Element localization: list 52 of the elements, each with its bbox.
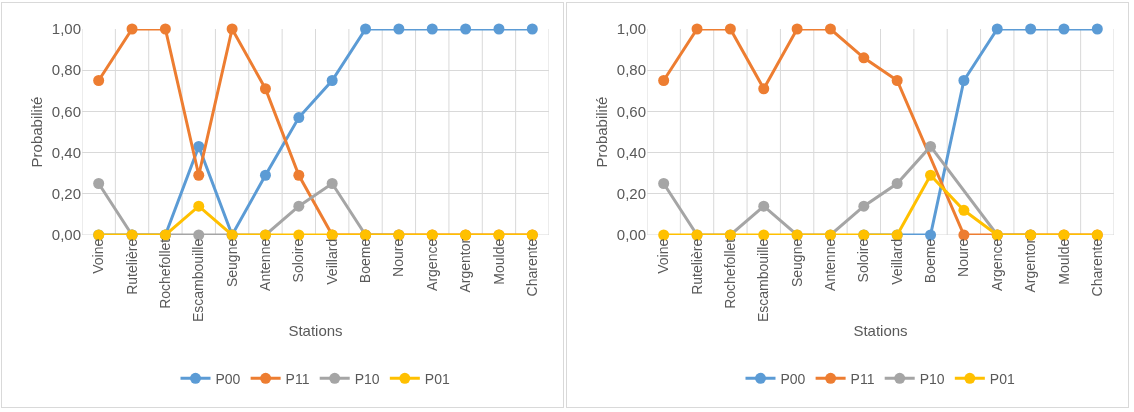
y-tick-label: 0,20 [51, 185, 81, 203]
y-axis-title: Probabilité [28, 96, 45, 168]
x-tick-label: Voine [90, 238, 107, 274]
x-tick-label: Noure [955, 238, 972, 277]
x-tick-label: Charente [1088, 238, 1105, 297]
x-tick-label: Veillard [888, 238, 905, 285]
y-axis-title: Probabilité [593, 96, 610, 168]
legend-label: P10 [354, 370, 380, 387]
y-tick-label: 0,40 [616, 143, 646, 161]
legend-label: P11 [285, 370, 310, 387]
x-tick-label: Voine [655, 238, 672, 274]
x-axis-title: Stations [288, 322, 343, 340]
x-tick-label: Argentor [457, 238, 474, 293]
x-tick-label: Rochefollet [721, 238, 738, 309]
y-tick-label: 0,60 [616, 102, 646, 120]
x-tick-label: Veillard [323, 238, 340, 285]
y-tick-label: 0,60 [51, 102, 81, 120]
x-tick-label: Soloire [855, 238, 872, 283]
x-tick-label: Moulde [490, 238, 507, 285]
y-tick-label: 0,80 [51, 61, 81, 79]
x-tick-label: Argence [423, 238, 440, 291]
x-tick-label: Antenne [257, 238, 274, 291]
x-tick-label: Charente [523, 238, 540, 297]
x-axis-title: Stations [853, 322, 908, 340]
y-tick-label: 1,00 [616, 20, 646, 38]
x-tick-label: Escambouille [190, 238, 207, 323]
legend-label: P00 [215, 370, 241, 387]
x-tick-label: Boeme [922, 238, 939, 284]
x-tick-label: Argentor [1022, 238, 1039, 293]
x-tick-label: Rutelière [123, 238, 140, 295]
x-tick-label: Boeme [357, 238, 374, 284]
legend-label: P10 [919, 370, 945, 387]
y-tick-label: 0,00 [616, 226, 646, 244]
y-tick-label: 0,80 [616, 61, 646, 79]
legend-label: P00 [780, 370, 806, 387]
legend-label: P11 [850, 370, 875, 387]
x-tick-label: Antenne [822, 238, 839, 291]
x-tick-label: Rochefollet [156, 238, 173, 309]
y-tick-label: 1,00 [51, 20, 81, 38]
legend-label: P01 [424, 370, 450, 387]
x-tick-label: Noure [390, 238, 407, 277]
x-tick-label: Seugne [788, 238, 805, 288]
legend-label: P01 [989, 370, 1015, 387]
x-tick-label: Seugne [223, 238, 240, 288]
x-tick-label: Soloire [290, 238, 307, 283]
x-tick-label: Escambouille [755, 238, 772, 323]
x-tick-label: Argence [988, 238, 1005, 291]
x-tick-label: Moulde [1055, 238, 1072, 285]
x-tick-label: Rutelière [688, 238, 705, 295]
y-tick-label: 0,40 [51, 143, 81, 161]
y-tick-label: 0,00 [51, 226, 81, 244]
y-tick-label: 0,20 [616, 185, 646, 203]
